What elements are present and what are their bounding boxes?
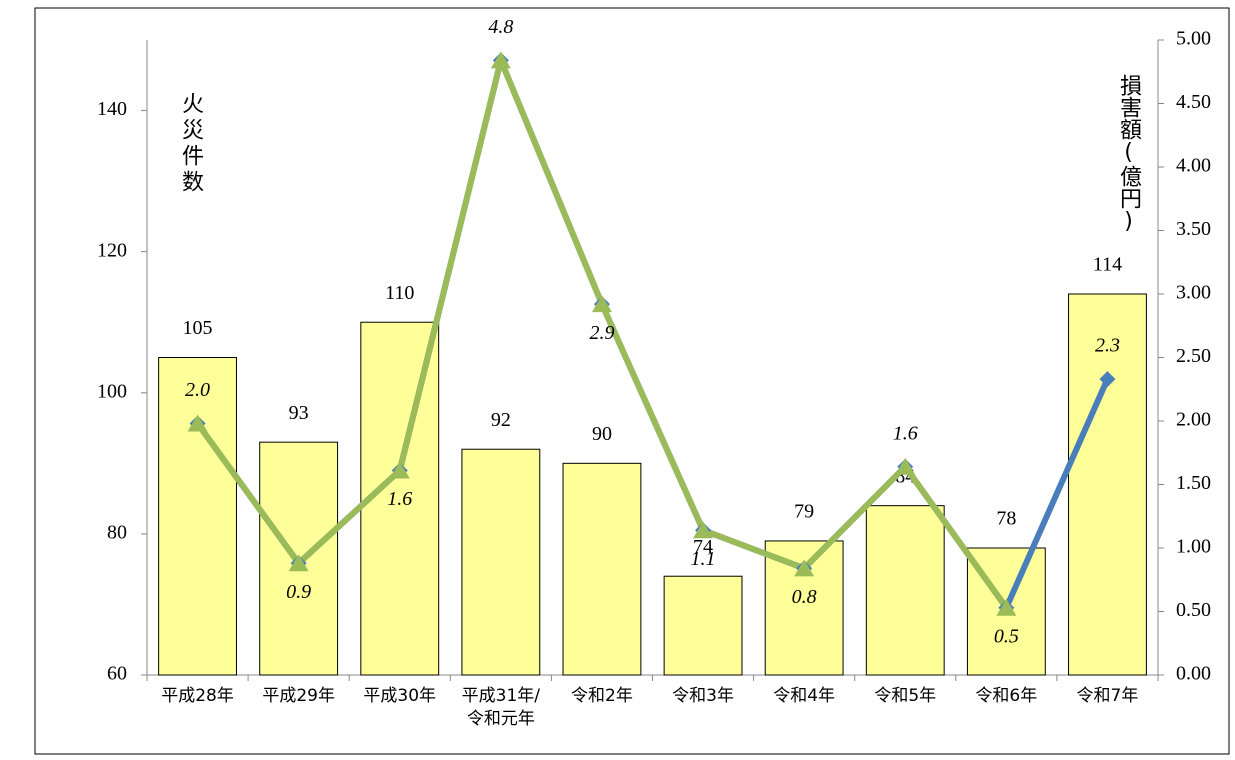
line-marker [288,554,309,572]
y2-tick-label: 0.50 [1176,599,1211,621]
bar [360,321,440,676]
x-tick-label: 平成28年 [161,686,234,706]
line-value-label: 1.1 [691,548,716,570]
line-marker [794,559,815,577]
y-axis-label: 火災件数 [178,92,203,196]
bar-value-label: 92 [491,409,511,431]
y2-tick-label: 1.00 [1176,536,1211,558]
bar-value-label: 93 [289,402,309,424]
line-marker [996,598,1017,616]
line-marker [1099,371,1116,388]
y2-axis-label: 損害額(億円) [1116,74,1141,234]
line-marker [187,414,208,432]
y-tick-label: 120 [97,239,127,261]
y2-tick-label: 3.00 [1176,282,1211,304]
line-value-label: 0.5 [994,625,1019,647]
bar-value-label: 114 [1093,254,1122,276]
line-value-label: 1.6 [387,488,412,510]
line-value-label: 4.8 [488,16,513,38]
bar [663,575,743,676]
bar [158,357,237,676]
line-value-label: 1.6 [893,422,918,444]
bar [562,462,642,676]
y2-tick-label: 5.00 [1176,28,1211,50]
y-tick-label: 140 [97,98,127,120]
y-tick-label: 80 [107,521,127,543]
bar-value-label: 78 [996,508,1016,530]
line-marker [895,457,916,475]
y2-tick-label: 1.50 [1176,472,1211,494]
y-tick-label: 100 [97,380,127,402]
x-tick-label: 平成31年/令和元年 [462,686,541,729]
bar [1068,293,1147,676]
y2-tick-label: 2.50 [1176,345,1211,367]
x-tick-label: 平成30年 [363,686,436,706]
line-marker [591,295,612,313]
line-marker [693,521,714,539]
line-value-label: 2.9 [589,322,614,344]
line-value-label: 0.9 [286,581,311,603]
bar-value-label: 110 [385,282,414,304]
y2-tick-label: 4.50 [1176,91,1211,113]
x-tick-label: 令和7年 [1077,686,1139,706]
bar-value-label: 90 [592,423,612,445]
bar-value-label: 105 [183,317,213,339]
line-value-label: 0.8 [792,586,817,608]
bar [461,448,541,676]
y2-tick-label: 0.00 [1176,663,1211,685]
y2-tick-label: 2.00 [1176,409,1211,431]
x-tick-label: 令和2年 [571,686,633,706]
bar [865,505,945,676]
chart-frame [34,7,1230,755]
line-value-label: 2.0 [185,379,210,401]
x-tick-label: 令和3年 [672,686,734,706]
x-tick-label: 令和6年 [975,686,1037,706]
y2-tick-label: 3.50 [1176,218,1211,240]
y-tick-label: 60 [107,663,127,685]
x-tick-label: 平成29年 [262,686,335,706]
bar-value-label: 79 [794,501,814,523]
x-tick-label: 令和4年 [773,686,835,706]
y2-tick-label: 4.00 [1176,155,1211,177]
bar-value-label: 74 [693,536,713,558]
line-marker [490,51,511,69]
x-tick-label: 令和5年 [874,686,936,706]
line-value-label: 2.3 [1095,335,1120,357]
line-marker [389,461,410,479]
